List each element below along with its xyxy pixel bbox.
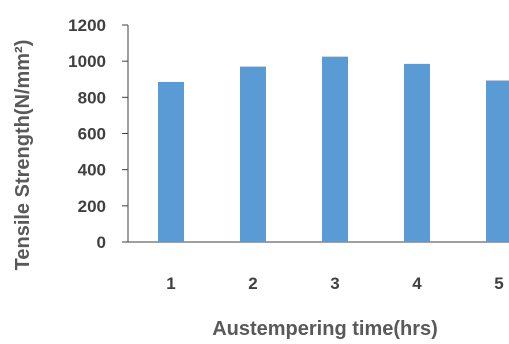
- bars: [158, 56, 509, 243]
- bar: [486, 80, 509, 242]
- y-tick-labels: 0 200 400 600 800 1000 1200: [68, 16, 128, 252]
- x-tick-label: 4: [412, 274, 422, 293]
- y-tick-label: 400: [78, 161, 106, 180]
- x-tick-label: 2: [248, 274, 257, 293]
- x-tick-label: 3: [330, 274, 339, 293]
- y-tick-label: 1000: [68, 52, 106, 71]
- bar: [240, 66, 266, 242]
- y-tick-label: 0: [97, 233, 106, 252]
- x-axis-title: Austempering time(hrs): [212, 318, 438, 340]
- bar: [322, 56, 348, 243]
- y-tick-label: 200: [78, 197, 106, 216]
- y-axis: [127, 25, 509, 243]
- x-tick-label: 5: [494, 274, 503, 293]
- bar: [158, 81, 184, 243]
- y-tick-label: 800: [78, 88, 106, 107]
- y-tick-label: 600: [78, 125, 106, 144]
- y-axis-title: Tensile Strength(N/mm²): [12, 40, 34, 271]
- y-tick-label: 1200: [68, 16, 106, 35]
- bar: [404, 63, 430, 242]
- x-tick-labels: 1 2 3 4 5: [166, 274, 503, 293]
- x-tick-label: 1: [166, 274, 175, 293]
